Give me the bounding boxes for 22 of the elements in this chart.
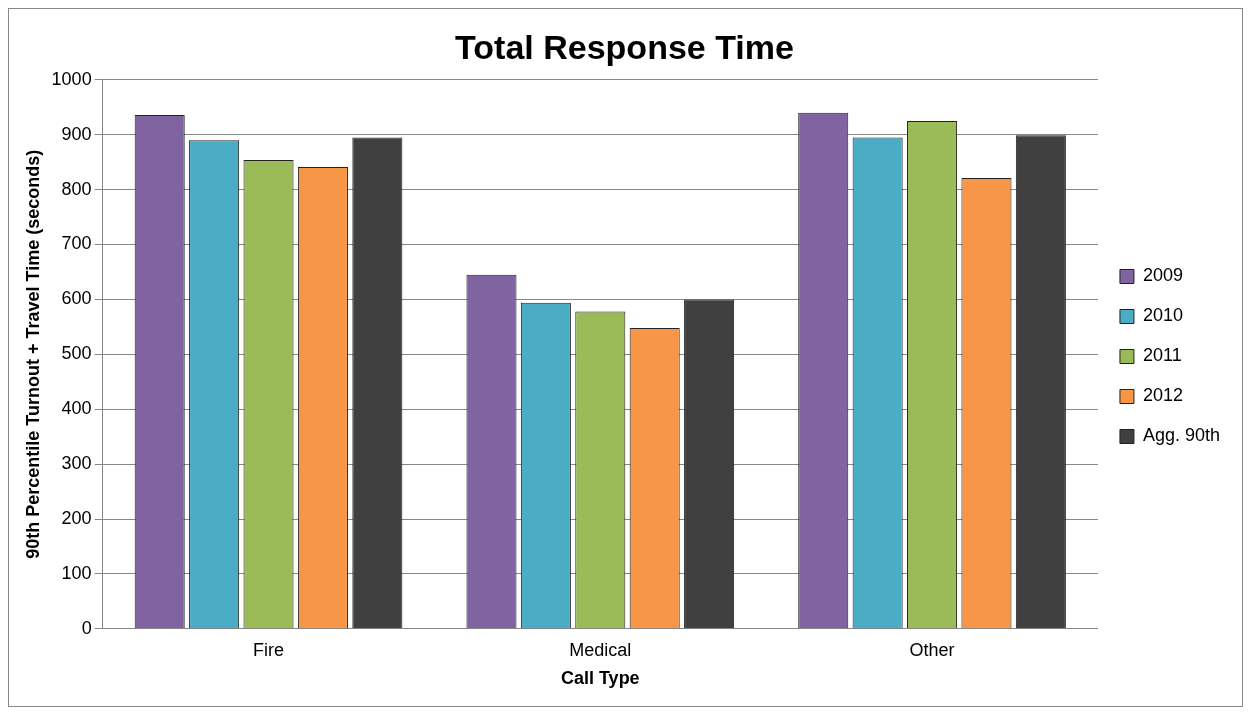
y-tick-label: 600 <box>61 288 92 309</box>
legend-label: Agg. 90th <box>1142 425 1220 446</box>
legend-label: 2009 <box>1142 265 1183 286</box>
y-tick-label: 900 <box>61 123 92 144</box>
legend-label: 2012 <box>1142 385 1183 406</box>
x-axis-title: Call Type <box>560 668 640 689</box>
y-tick-label: 1000 <box>51 68 92 89</box>
y-tick-label: 300 <box>61 453 92 474</box>
y-axis-title: 90th Percentile Turnout + Travel Time (seconds) <box>22 149 43 559</box>
legend-label: 2010 <box>1142 305 1183 326</box>
y-tick-label: 0 <box>81 617 92 638</box>
y-tick-label: 500 <box>61 343 92 364</box>
x-tick-label: Medical <box>569 639 632 660</box>
chart-title: Total Response Time <box>455 27 794 66</box>
y-tick-label: 700 <box>61 233 92 254</box>
y-tick-label: 200 <box>61 507 92 528</box>
x-tick-label: Other <box>909 639 955 660</box>
y-tick-label: 100 <box>61 562 92 583</box>
x-tick-label: Fire <box>253 639 285 660</box>
y-tick-label: 400 <box>61 398 92 419</box>
y-tick-label: 800 <box>61 178 92 199</box>
legend-label: 2011 <box>1142 345 1182 366</box>
